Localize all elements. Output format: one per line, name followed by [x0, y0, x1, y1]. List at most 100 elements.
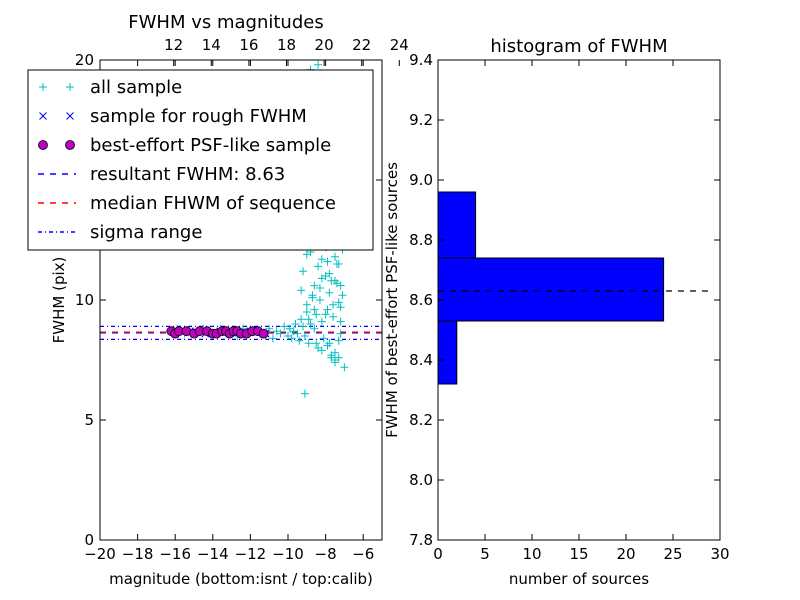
data-point-series-0	[310, 281, 319, 290]
data-point-series-0	[317, 274, 326, 283]
data-point-series-0	[304, 315, 313, 324]
data-point-series-0	[310, 305, 319, 314]
y-tick-label: 9.4	[409, 51, 433, 69]
top-tick-label: 20	[315, 36, 334, 54]
data-point-series-0	[299, 322, 308, 331]
scatter-x-axis-label: magnitude (bottom:isnt / top:calib)	[109, 570, 373, 588]
legend-label: sample for rough FWHM	[90, 106, 307, 127]
y-tick-label: 10	[75, 291, 94, 309]
top-tick-label: 18	[277, 36, 296, 54]
data-point-series-0	[297, 315, 306, 324]
histogram-y-ticks: 7.8 8.0 8.2 8.4 8.6 8.8 9.0 9.2 9.4	[409, 51, 720, 549]
x-tick-label: 0	[433, 545, 443, 563]
histogram-bar-0	[437, 320, 458, 385]
scatter-x-ticks: −20 −18 −16 −14 −12 −10 −8 −6	[84, 60, 374, 563]
data-point-series-0	[321, 310, 330, 319]
data-point-series-0	[287, 334, 296, 343]
legend-entry: resultant FWHM: 8.63	[38, 164, 285, 185]
data-point-series-0	[302, 308, 311, 316]
histogram-bar-1	[437, 257, 665, 322]
y-tick-label: 8.4	[409, 351, 433, 369]
scatter-title: FWHM vs magnitudes	[128, 12, 323, 33]
data-point-series-0	[332, 279, 341, 288]
legend-entry: sigma range	[38, 222, 202, 243]
data-point-series-0	[300, 332, 309, 340]
legend-label: sigma range	[90, 222, 202, 243]
data-point-series-0	[334, 298, 343, 307]
data-point-series-0	[314, 60, 323, 69]
data-point-series-0	[336, 303, 345, 312]
data-point-series-0	[325, 269, 334, 278]
x-tick-label: −20	[84, 545, 116, 563]
legend-marker	[66, 112, 74, 120]
data-point-series-0	[315, 284, 324, 292]
y-tick-label: 8.8	[409, 231, 433, 249]
scatter-reference-lines	[100, 325, 382, 340]
histogram-y-axis-label: FWHM of best-effort PSF-like sources	[383, 162, 401, 438]
legend-marker	[38, 140, 48, 150]
histogram-title: histogram of FWHM	[490, 36, 667, 57]
top-tick-label: 12	[164, 36, 183, 54]
scatter-y-axis-label: FWHM (pix)	[50, 257, 68, 344]
legend-marker	[65, 140, 75, 150]
y-tick-label: 0	[84, 531, 94, 549]
data-point-series-0	[315, 296, 324, 304]
x-tick-label: −10	[272, 545, 304, 563]
data-point-series-0	[268, 334, 277, 343]
data-point-series-0	[310, 324, 319, 333]
data-point-series-0	[323, 257, 332, 266]
data-point-series-0	[334, 353, 343, 362]
data-point-series-0	[312, 310, 321, 319]
legend-entry: best-effort PSF-like sample	[38, 135, 331, 156]
data-point-series-0	[300, 389, 309, 398]
data-point-series-0	[334, 260, 343, 268]
top-tick-label: 24	[390, 36, 409, 54]
data-point-series-0	[299, 267, 308, 276]
legend-label: resultant FWHM: 8.63	[90, 164, 285, 185]
x-tick-label: 25	[663, 545, 682, 563]
y-tick-label: 20	[75, 51, 94, 69]
data-point-series-0	[323, 341, 332, 350]
data-point-series-2	[258, 328, 269, 339]
data-point-series-0	[312, 339, 321, 348]
x-tick-label: 30	[710, 545, 729, 563]
data-point-series-0	[295, 336, 304, 345]
y-tick-label: 8.6	[409, 291, 433, 309]
legend-label: all sample	[90, 77, 182, 98]
data-point-series-0	[331, 358, 339, 367]
x-tick-label: −12	[235, 545, 267, 563]
data-point-series-0	[297, 286, 306, 295]
x-tick-label: 5	[480, 545, 490, 563]
legend-box	[27, 69, 374, 251]
x-tick-label: 20	[616, 545, 635, 563]
data-point-series-0	[329, 300, 338, 309]
legend-marker	[66, 83, 74, 91]
x-tick-label: −16	[159, 545, 191, 563]
data-point-series-0	[338, 291, 347, 300]
data-point-series-0	[314, 262, 323, 271]
data-point-series-0	[331, 252, 339, 261]
legend-entry: all sample	[39, 77, 182, 98]
legend-marker	[39, 112, 47, 120]
top-tick-label: 14	[202, 36, 221, 54]
histogram-bar-2	[437, 191, 477, 259]
data-point-series-0	[336, 317, 345, 326]
data-point-series-0	[317, 255, 326, 264]
data-point-series-0	[308, 291, 317, 300]
data-point-series-0	[319, 334, 328, 343]
histogram-x-ticks: 0 5 10 15 20 25 30	[433, 60, 730, 563]
data-point-series-0	[293, 329, 302, 338]
data-point-series-0	[329, 312, 338, 321]
x-tick-label: −8	[315, 545, 337, 563]
data-point-series-0	[317, 346, 326, 355]
data-point-series-0	[306, 320, 315, 328]
legend-entry: median FHWM of sequence	[38, 193, 336, 214]
x-tick-label: −18	[122, 545, 154, 563]
top-tick-label: 16	[239, 36, 258, 54]
legend-label: median FHWM of sequence	[90, 193, 336, 214]
data-point-series-0	[336, 329, 345, 338]
y-tick-label: 7.8	[409, 531, 433, 549]
x-tick-label: 15	[569, 545, 588, 563]
data-point-series-0	[265, 324, 274, 333]
